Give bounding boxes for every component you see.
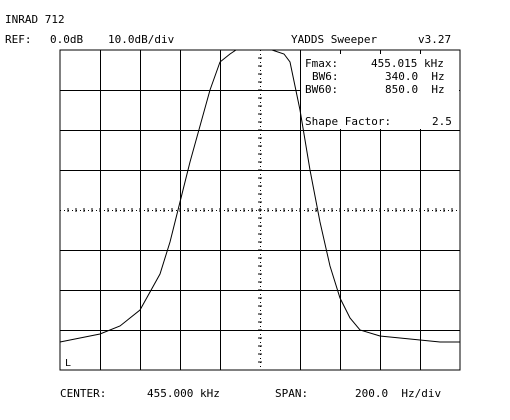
bw6-value: 340.0 Hz: [385, 70, 445, 83]
ref-label: REF:: [5, 33, 32, 46]
bw60-label: BW60:: [305, 83, 339, 96]
center-value: 455.000 kHz: [147, 387, 220, 400]
span-value: 200.0 Hz/div: [355, 387, 442, 400]
span-label: SPAN:: [275, 387, 309, 400]
response-trace: [59, 49, 460, 343]
bw60-value: 850.0 Hz: [385, 83, 445, 96]
shape-factor-value: 2.5: [432, 115, 452, 128]
shape-factor-label: Shape Factor:: [305, 115, 392, 128]
center-label: CENTER:: [60, 387, 107, 400]
app-title: YADDS Sweeper: [291, 33, 378, 46]
ref-value: 0.0dB: [50, 33, 84, 46]
bw6-label: BW6:: [312, 70, 339, 83]
marker-label: L: [65, 358, 72, 369]
scale-value: 10.0dB/div: [108, 33, 175, 46]
app-version: v3.27: [418, 33, 452, 46]
device-name: INRAD 712: [5, 13, 65, 26]
readout-panel-background: [301, 54, 459, 129]
fmax-value: 455.015 kHz: [371, 57, 444, 70]
fmax-label: Fmax:: [305, 57, 339, 70]
